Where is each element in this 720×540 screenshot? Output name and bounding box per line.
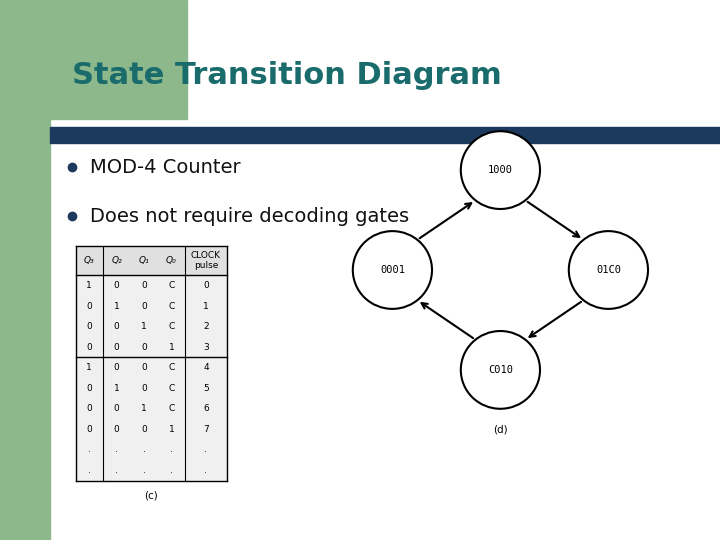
Text: State Transition Diagram: State Transition Diagram [72, 61, 502, 90]
Text: .: . [170, 466, 173, 475]
Text: 0: 0 [141, 384, 147, 393]
Text: MOD-4 Counter: MOD-4 Counter [90, 158, 240, 177]
Text: C: C [168, 384, 174, 393]
Ellipse shape [353, 231, 432, 309]
Text: 4: 4 [203, 363, 209, 372]
Text: .: . [143, 466, 145, 475]
Text: 0: 0 [86, 384, 92, 393]
Text: (c): (c) [144, 490, 158, 501]
Text: 1000: 1000 [488, 165, 513, 175]
Text: .: . [88, 466, 91, 475]
Text: 1: 1 [141, 322, 147, 331]
Text: 1: 1 [86, 281, 92, 290]
Text: 0: 0 [86, 404, 92, 413]
Text: 0: 0 [141, 302, 147, 310]
Bar [76, 246, 227, 275]
Text: 0: 0 [86, 425, 92, 434]
Text: 0: 0 [86, 322, 92, 331]
Text: 0: 0 [141, 363, 147, 372]
Text: 1: 1 [168, 343, 174, 352]
Text: 7: 7 [203, 425, 209, 434]
Bar [50, 127, 720, 143]
Text: C: C [168, 322, 174, 331]
Text: .: . [115, 466, 118, 475]
Text: .: . [143, 446, 145, 454]
Text: 6: 6 [203, 404, 209, 413]
Text: C010: C010 [488, 365, 513, 375]
Text: 1: 1 [203, 302, 209, 310]
Text: (d): (d) [493, 425, 508, 435]
Ellipse shape [461, 131, 540, 209]
Text: 0: 0 [114, 281, 120, 290]
Text: Q₂: Q₂ [112, 256, 122, 265]
Text: C: C [168, 363, 174, 372]
Text: .: . [88, 446, 91, 454]
Ellipse shape [461, 331, 540, 409]
Text: 1: 1 [86, 363, 92, 372]
Text: 0: 0 [114, 322, 120, 331]
Text: 1: 1 [168, 425, 174, 434]
Bar [50, 0, 187, 119]
Text: CLOCK
pulse: CLOCK pulse [191, 251, 221, 270]
Text: Does not require decoding gates: Does not require decoding gates [90, 206, 409, 226]
Text: 1: 1 [114, 302, 120, 310]
Text: C: C [168, 302, 174, 310]
Ellipse shape [569, 231, 648, 309]
Bar [0, 0, 50, 540]
Text: C: C [168, 404, 174, 413]
Text: 5: 5 [203, 384, 209, 393]
Text: 01C0: 01C0 [596, 265, 621, 275]
Text: Q₃: Q₃ [84, 256, 94, 265]
Text: 0: 0 [86, 343, 92, 352]
Text: 1: 1 [141, 404, 147, 413]
Text: 3: 3 [203, 343, 209, 352]
Text: 0001: 0001 [380, 265, 405, 275]
Text: 2: 2 [203, 322, 209, 331]
Text: 0: 0 [86, 302, 92, 310]
Text: .: . [170, 446, 173, 454]
Text: 0: 0 [141, 343, 147, 352]
Text: 1: 1 [114, 384, 120, 393]
Text: .: . [204, 466, 207, 475]
Text: 0: 0 [141, 425, 147, 434]
Text: 0: 0 [114, 363, 120, 372]
Text: 0: 0 [114, 343, 120, 352]
Text: 0: 0 [203, 281, 209, 290]
Text: C: C [168, 281, 174, 290]
Bar [76, 246, 227, 481]
Text: 0: 0 [141, 281, 147, 290]
Text: Q₁: Q₁ [139, 256, 149, 265]
Text: 0: 0 [114, 425, 120, 434]
Text: Q₀: Q₀ [166, 256, 176, 265]
Text: 0: 0 [114, 404, 120, 413]
Text: .: . [204, 446, 207, 454]
Text: .: . [115, 446, 118, 454]
